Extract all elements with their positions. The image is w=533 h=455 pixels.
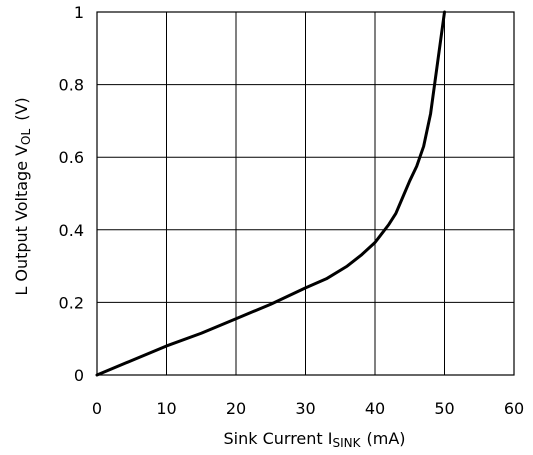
x-axis-ticks: 0 10 20 30 40 50 60	[92, 399, 524, 418]
y-tick-label: 0.6	[59, 148, 84, 167]
y-axis-ticks: 0 0.2 0.4 0.6 0.8 1	[59, 3, 84, 385]
x-tick-label: 40	[365, 399, 385, 418]
plot-frame	[96, 11, 515, 376]
grid	[97, 12, 514, 375]
x-tick-label: 10	[156, 399, 176, 418]
series-layer	[95, 10, 446, 377]
x-axis-label-subscript: SINK	[332, 436, 361, 450]
x-axis-label-unit: (mA)	[367, 429, 406, 448]
x-tick-label: 50	[434, 399, 454, 418]
y-axis-label: L Output Voltage VOL (V)	[12, 97, 33, 295]
x-tick-label: 30	[295, 399, 315, 418]
x-axis-label-main: Sink Current I	[223, 429, 332, 448]
series-line-0	[95, 10, 446, 377]
y-tick-label: 0.4	[59, 221, 84, 240]
y-tick-label: 0	[74, 366, 84, 385]
y-tick-label: 0.8	[59, 76, 84, 95]
x-tick-label: 0	[92, 399, 102, 418]
y-tick-label: 1	[74, 3, 84, 22]
x-tick-label: 60	[504, 399, 524, 418]
y-axis-label-main: L Output Voltage V	[12, 145, 31, 296]
x-axis-label: Sink Current ISINK (mA)	[223, 429, 405, 450]
y-tick-label: 0.2	[59, 293, 84, 312]
x-tick-label: 20	[226, 399, 246, 418]
y-axis-label-subscript: OL	[19, 128, 33, 144]
y-axis-label-unit: (V)	[12, 97, 31, 120]
